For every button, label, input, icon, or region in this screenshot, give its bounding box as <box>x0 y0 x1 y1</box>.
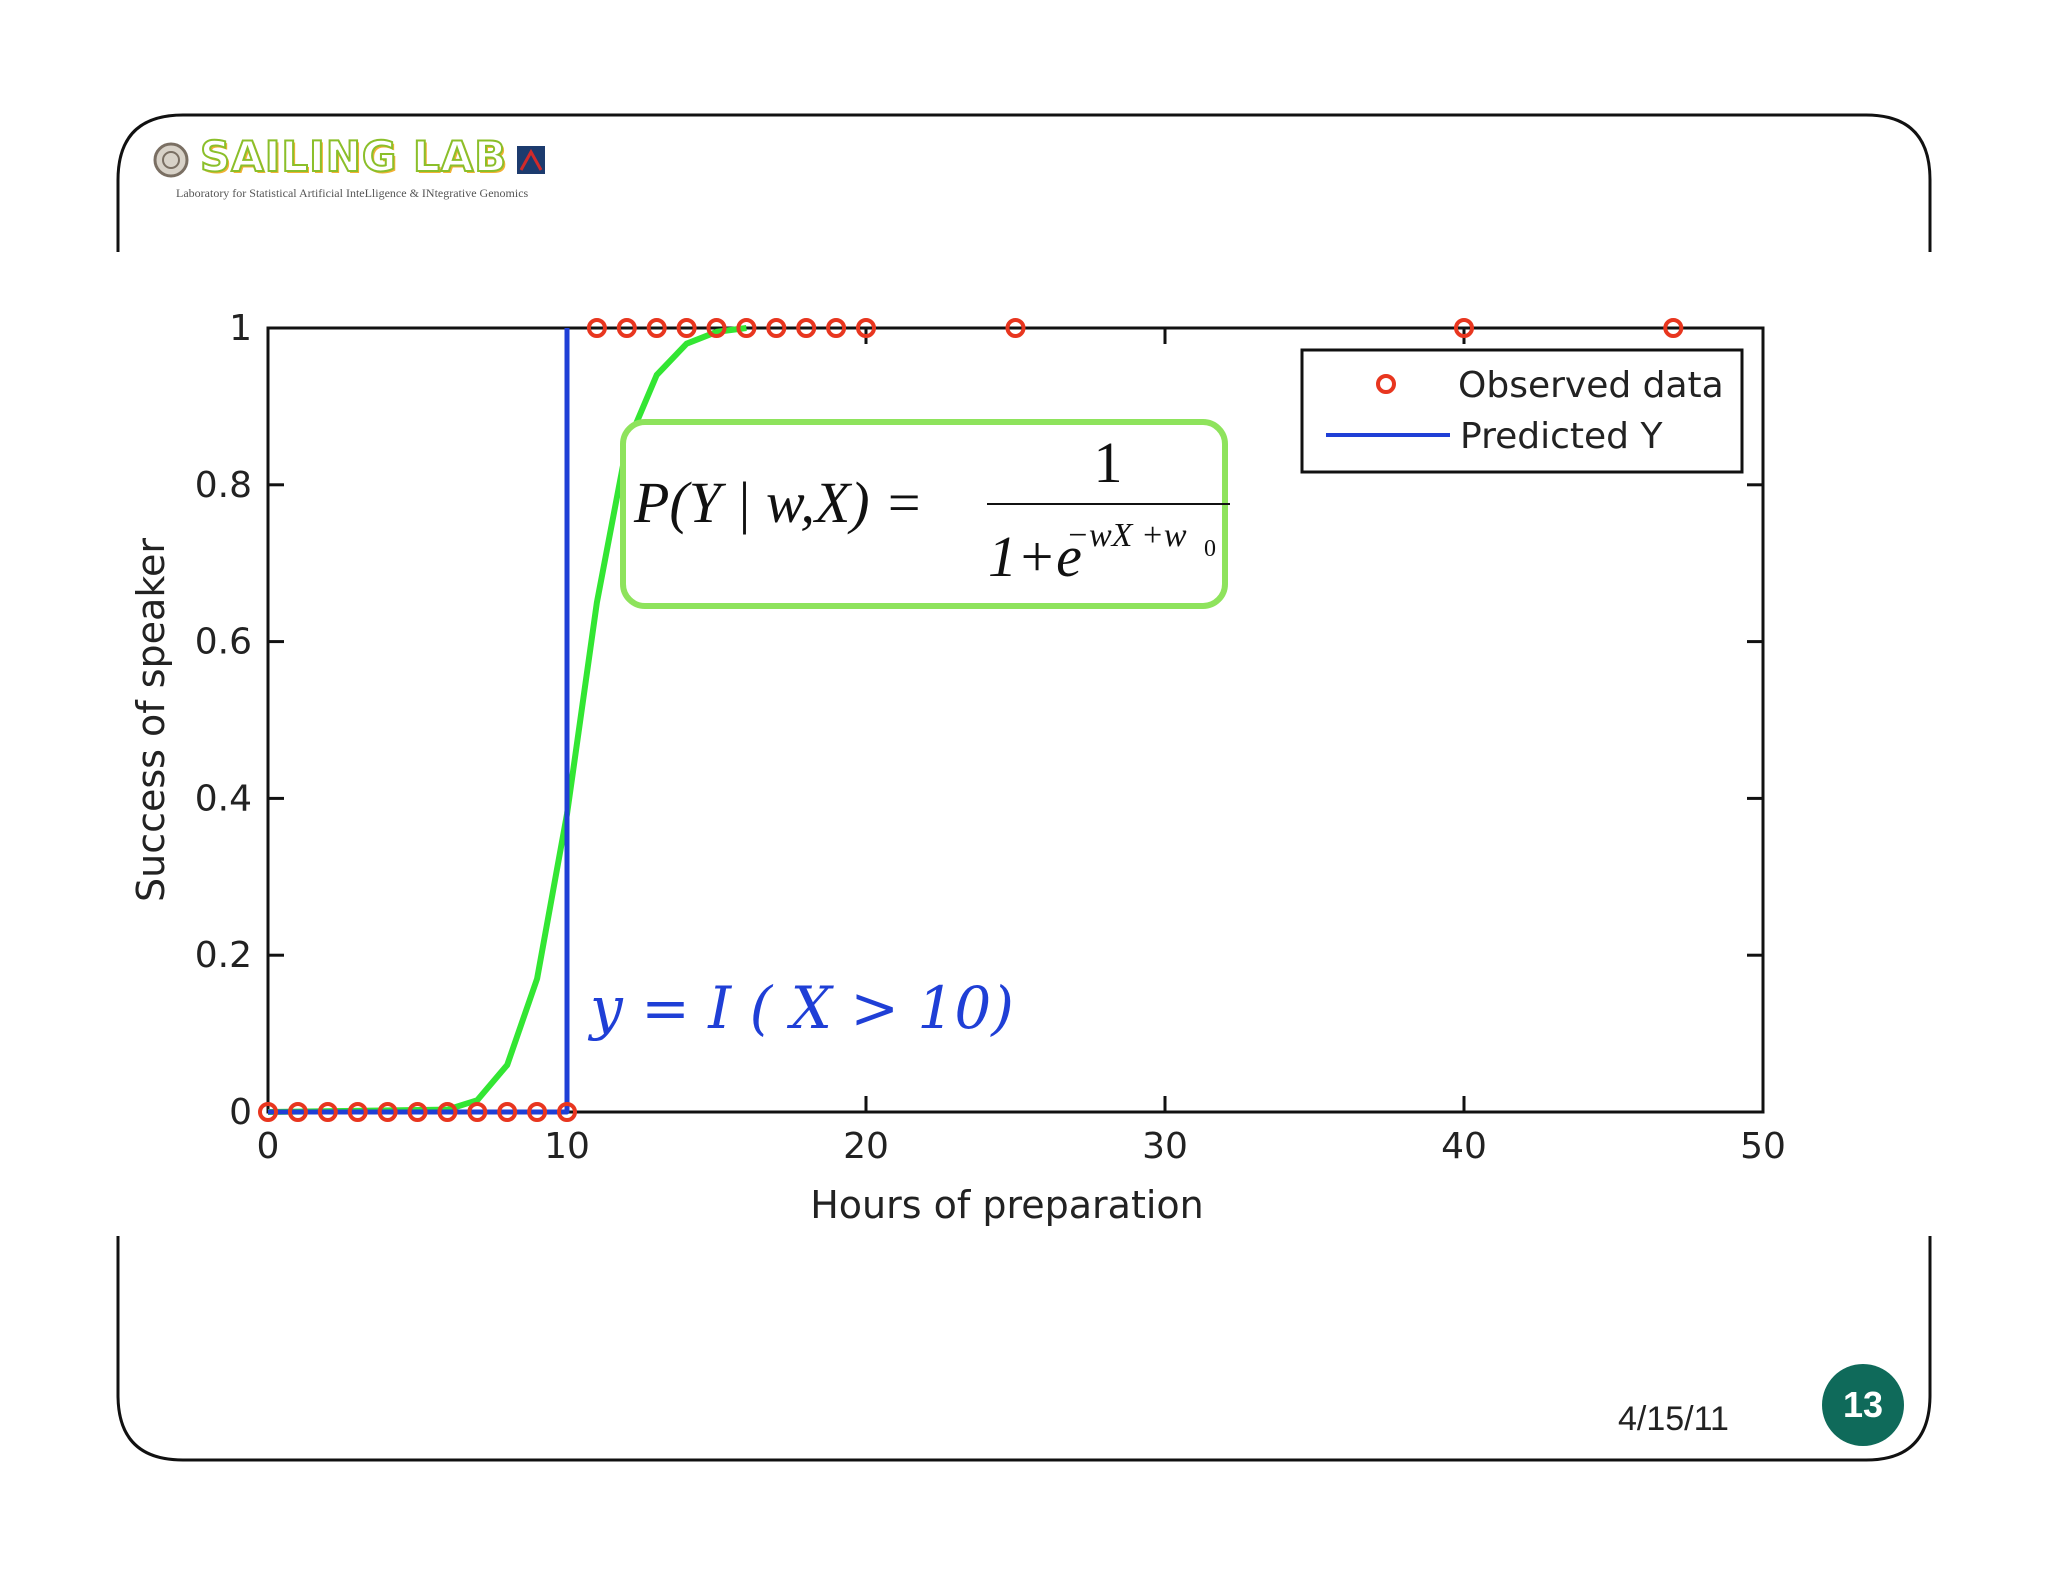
y-tick-label-1: 0.2 <box>195 935 252 976</box>
observed-point-21 <box>1005 318 1026 338</box>
observed-point-14 <box>676 318 697 338</box>
observed-point-16 <box>736 318 757 338</box>
observed-point-10 <box>557 1102 577 1122</box>
formula-lhs: P(Y | w,X) = <box>633 470 923 535</box>
x-tick-label-4: 40 <box>1441 1126 1487 1167</box>
y-tick-label-5: 1 <box>229 308 252 349</box>
observed-point-5 <box>407 1102 428 1122</box>
x-tick-label-0: 0 <box>257 1126 280 1167</box>
observed-point-12 <box>616 318 637 338</box>
observed-point-1 <box>287 1102 308 1122</box>
university-seal-icon <box>153 142 189 178</box>
genomics-square-icon-mark <box>519 148 543 171</box>
decision-rule-annotation: y = I ( X > 10) <box>587 974 1014 1042</box>
x-tick-label-3: 30 <box>1142 1126 1188 1167</box>
university-seal-icon-inner <box>162 151 180 169</box>
observed-point-22 <box>1454 318 1474 338</box>
series-layer <box>258 318 1684 1122</box>
x-tick-label-5: 50 <box>1740 1126 1786 1167</box>
observed-point-18 <box>796 318 817 338</box>
observed-point-9 <box>527 1102 548 1122</box>
legend-box <box>1300 348 1744 474</box>
observed-point-23 <box>1663 318 1684 338</box>
legend-marker-observed <box>1376 374 1396 394</box>
observed-point-19 <box>826 318 847 338</box>
observed-point-4 <box>377 1102 398 1122</box>
y-tick-label-2: 0.4 <box>195 778 252 819</box>
y-axis-label: Success of speaker <box>129 538 173 902</box>
x-tick-label-1: 10 <box>544 1126 590 1167</box>
observed-point-7 <box>467 1102 488 1122</box>
page-number-badge: 13 <box>1822 1364 1904 1446</box>
formula-exponent: −wX +w <box>1066 517 1187 554</box>
slide-date: 4/15/11 <box>1618 1400 1729 1438</box>
observed-point-8 <box>497 1102 518 1122</box>
lab-logo-title: SAILING LAB <box>199 131 508 182</box>
x-tick-label-2: 20 <box>843 1126 889 1167</box>
observed-point-20 <box>856 318 876 338</box>
x-axis-label: Hours of preparation <box>810 1183 1204 1227</box>
formula-numerator: 1 <box>1094 430 1123 495</box>
frame-bottom <box>116 1236 1932 1462</box>
formula-denominator: 1+e <box>988 524 1082 589</box>
logistic-curve-line <box>267 325 747 1115</box>
legend-label-predicted: Predicted Y <box>1460 416 1663 457</box>
observed-point-6 <box>437 1102 458 1122</box>
legend: Observed data Predicted Y <box>1300 348 1744 474</box>
observed-point-17 <box>766 318 787 338</box>
y-tick-label-3: 0.6 <box>195 622 252 663</box>
lab-logo-subtitle: Laboratory for Statistical Artificial In… <box>176 186 529 200</box>
formula-border <box>620 419 1228 609</box>
legend-label-observed: Observed data <box>1458 365 1724 406</box>
formula-exponent-subscript: 0 <box>1204 536 1216 562</box>
observed-point-11 <box>586 318 607 338</box>
observed-point-3 <box>347 1102 368 1122</box>
observed-point-13 <box>646 318 667 338</box>
logo-mark <box>153 142 545 178</box>
observed-point-2 <box>317 1102 338 1122</box>
frame-top <box>116 113 1932 252</box>
formula-box: P(Y | w,X) = 1 1+e −wX +w 0 <box>620 419 1230 609</box>
y-tick-label-4: 0.8 <box>195 465 252 506</box>
observed-point-0 <box>258 1102 278 1122</box>
y-tick-label-0: 0 <box>229 1092 252 1133</box>
observed-point-15 <box>706 318 727 338</box>
